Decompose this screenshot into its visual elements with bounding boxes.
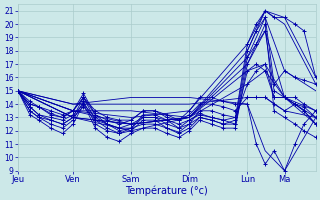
X-axis label: Température (°c): Température (°c) (125, 185, 208, 196)
